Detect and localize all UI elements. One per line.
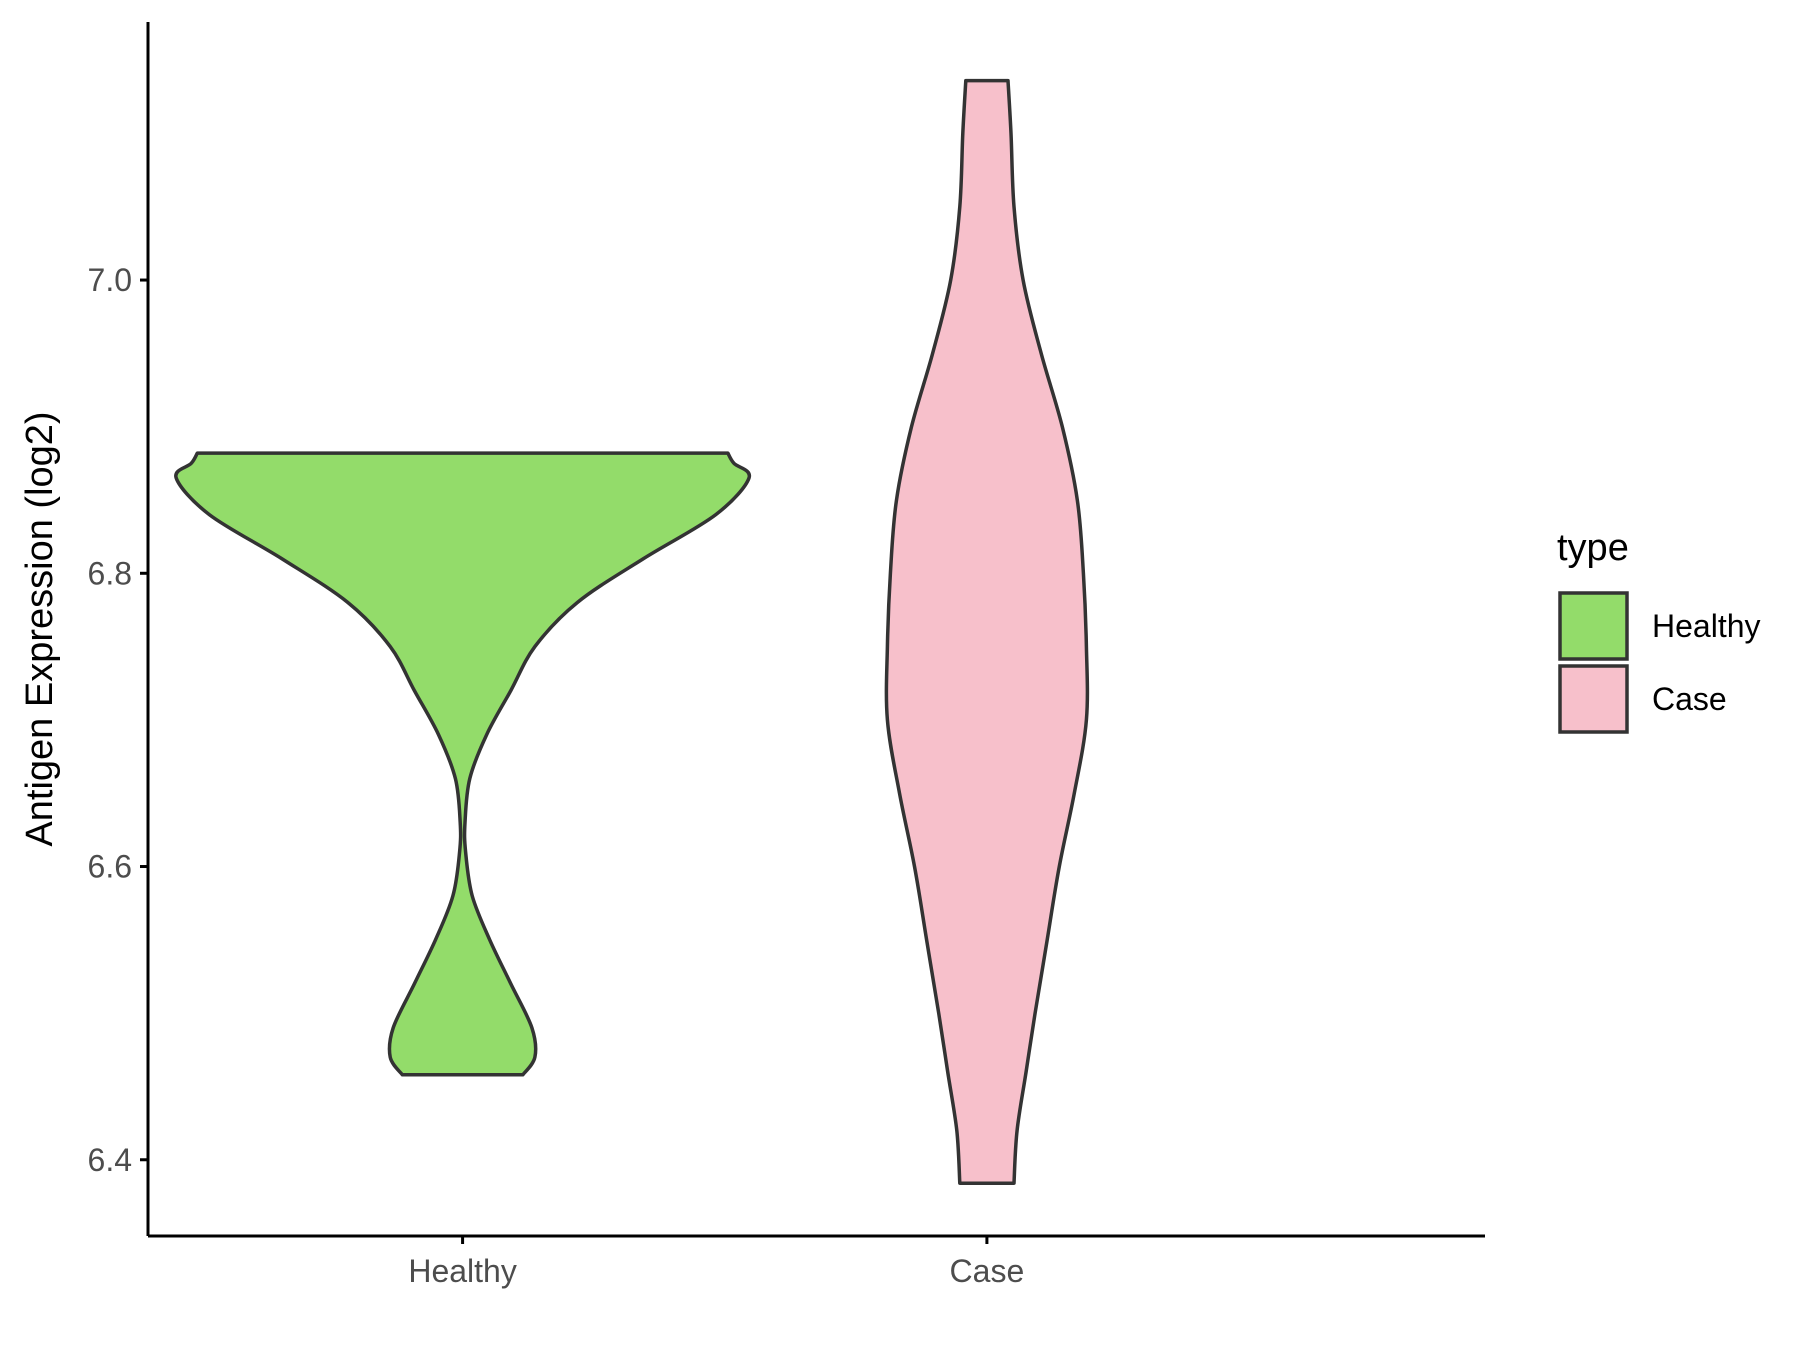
legend-label-case: Case	[1652, 681, 1727, 717]
violin-healthy	[174, 451, 752, 1077]
violins	[174, 78, 1090, 1185]
x-tick-label: Healthy	[408, 1253, 517, 1289]
legend-items: Healthy Case	[1558, 591, 1761, 734]
plot-area: 6.4 6.6 6.8 7.0 Healthy Case	[88, 22, 1485, 1289]
x-ticks: Healthy Case	[408, 1236, 1024, 1289]
x-tick-label: Case	[950, 1253, 1025, 1289]
legend-title: type	[1557, 527, 1629, 569]
legend-key-case	[1558, 664, 1629, 734]
y-tick-label: 6.4	[88, 1142, 132, 1178]
y-tick-label: 6.6	[88, 849, 132, 885]
legend-label-healthy: Healthy	[1652, 608, 1761, 644]
y-ticks: 6.4 6.6 6.8 7.0	[88, 262, 148, 1178]
y-tick-label: 6.8	[88, 555, 132, 591]
legend: type Healthy Case	[1557, 527, 1761, 734]
legend-key-healthy	[1558, 591, 1629, 661]
violin-case	[884, 78, 1090, 1185]
y-tick-label: 7.0	[88, 262, 132, 298]
y-axis-title: Antigen Expression (log2)	[19, 411, 61, 846]
